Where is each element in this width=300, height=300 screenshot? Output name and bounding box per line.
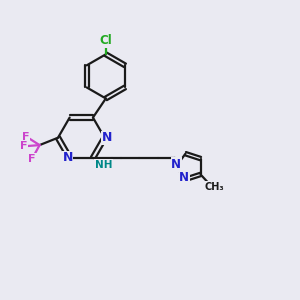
Text: N: N xyxy=(171,158,181,171)
Text: Cl: Cl xyxy=(100,34,112,47)
Text: CH₃: CH₃ xyxy=(205,182,224,192)
Text: F: F xyxy=(28,154,36,164)
Text: F: F xyxy=(20,141,27,151)
Text: N: N xyxy=(179,171,189,184)
Text: N: N xyxy=(62,152,73,164)
Text: F: F xyxy=(22,131,30,142)
Text: NH: NH xyxy=(94,160,112,170)
Text: N: N xyxy=(101,131,112,144)
